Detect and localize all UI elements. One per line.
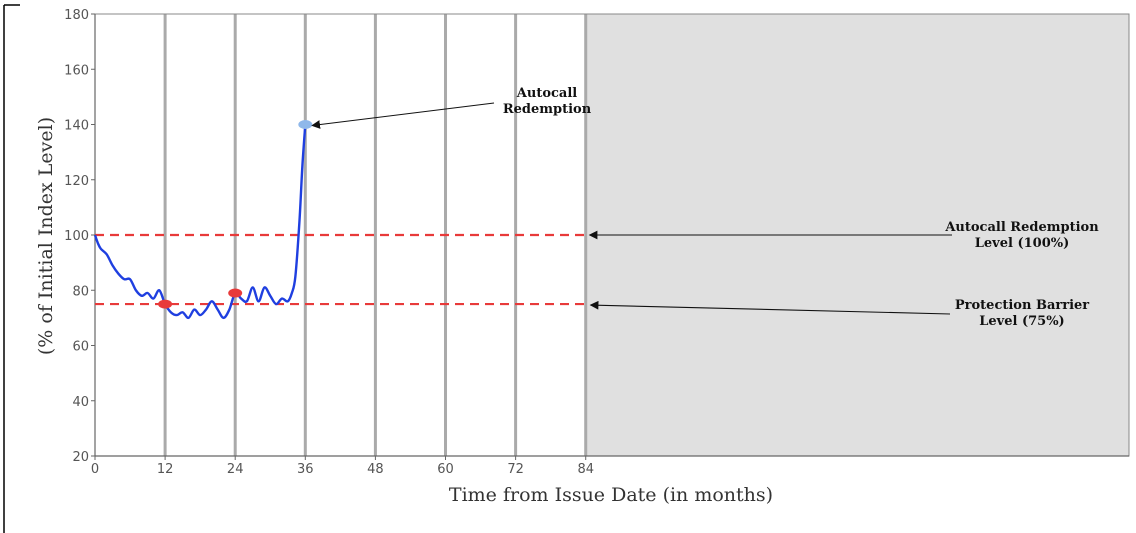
y-tick-label-120: 120	[64, 174, 89, 189]
x-tick-label-12: 12	[157, 462, 174, 477]
y-tick-label-140: 140	[64, 119, 89, 134]
label-protection-barrier-level: Protection Barrier Level (75%)	[955, 298, 1089, 329]
y-tick-label-60: 60	[72, 340, 89, 355]
x-tick-label-48: 48	[367, 462, 384, 477]
y-tick-label-40: 40	[72, 395, 89, 410]
marker-1	[158, 299, 173, 309]
x-tick-label-24: 24	[227, 462, 244, 477]
marker-3	[298, 120, 313, 129]
label-autocall-redemption-level: Autocall Redemption Level (100%)	[944, 220, 1099, 251]
x-tick-label-72: 72	[507, 462, 524, 477]
y-tick-label-100: 100	[64, 229, 89, 244]
x-tick-label-36: 36	[297, 462, 314, 477]
annotation-autocall-redemption: Autocall Redemption	[503, 86, 592, 117]
y-tick-label-160: 160	[64, 63, 89, 78]
marker-2	[228, 288, 243, 298]
arrow-protection-barrier	[589, 300, 951, 315]
annotation-arrow-autocall	[311, 102, 495, 129]
x-tick-label-84: 84	[577, 462, 594, 477]
y-tick-label-20: 20	[72, 450, 89, 465]
y-axis-label: (% of Initial Index Level)	[35, 117, 57, 355]
series-line-1	[93, 124, 307, 320]
x-tick-label-0: 0	[91, 462, 99, 477]
x-axis-label: Time from Issue Date (in months)	[449, 484, 773, 506]
y-tick-label-80: 80	[72, 284, 89, 299]
y-tick-label-180: 180	[64, 8, 89, 23]
x-tick-label-60: 60	[437, 462, 454, 477]
